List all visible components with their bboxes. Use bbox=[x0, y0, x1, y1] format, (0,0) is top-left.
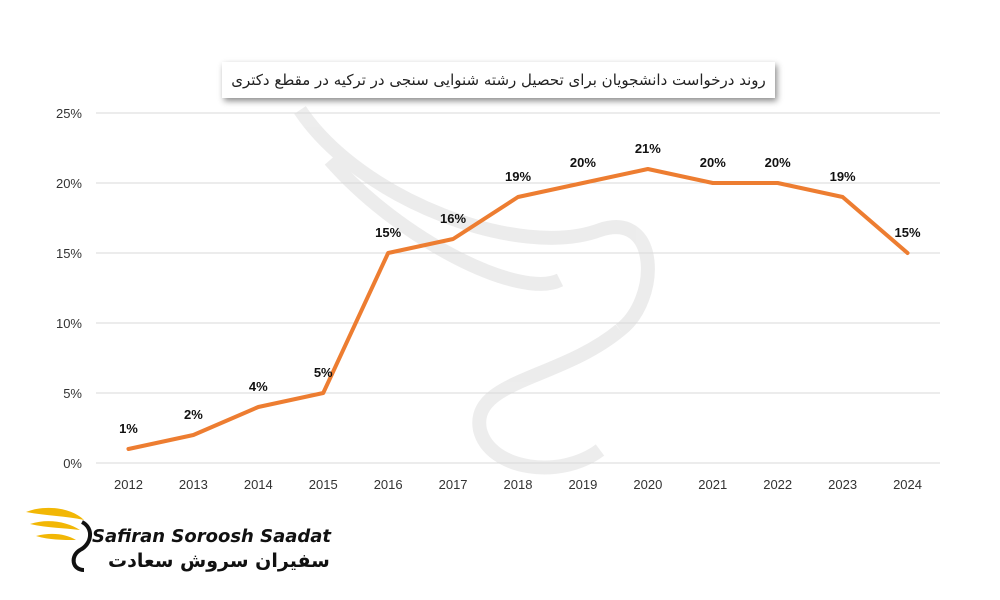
wing-logo-icon bbox=[26, 507, 92, 572]
y-tick-label: 25% bbox=[56, 106, 82, 121]
y-tick-label: 0% bbox=[63, 456, 82, 471]
y-tick-label: 15% bbox=[56, 246, 82, 261]
data-label: 5% bbox=[314, 365, 333, 380]
data-label: 15% bbox=[375, 225, 401, 240]
data-label: 21% bbox=[635, 141, 661, 156]
x-tick-label: 2021 bbox=[698, 477, 727, 492]
series-line bbox=[126, 167, 910, 451]
x-tick-label: 2015 bbox=[309, 477, 338, 492]
data-label: 19% bbox=[830, 169, 856, 184]
y-tick-label: 10% bbox=[56, 316, 82, 331]
x-tick-label: 2018 bbox=[504, 477, 533, 492]
x-tick-label: 2019 bbox=[568, 477, 597, 492]
logo: Safiran Soroosh Saadat سفیران سروش سعادت bbox=[22, 498, 331, 578]
data-label: 20% bbox=[570, 155, 596, 170]
grid-lines bbox=[96, 112, 940, 464]
x-tick-label: 2017 bbox=[439, 477, 468, 492]
y-tick-label: 5% bbox=[63, 386, 82, 401]
y-tick-label: 20% bbox=[56, 176, 82, 191]
data-label: 2% bbox=[184, 407, 203, 422]
series-line-group bbox=[126, 167, 910, 451]
x-tick-label: 2022 bbox=[763, 477, 792, 492]
x-tick-label: 2024 bbox=[893, 477, 922, 492]
data-label: 4% bbox=[249, 379, 268, 394]
data-label: 1% bbox=[119, 421, 138, 436]
data-labels: 1% 2% 4% 5% 15% 16% 19% 20% 21% 20% 20% 19% 15% bbox=[119, 141, 921, 436]
chart-title: روند درخواست دانشجویان برای تحصیل رشته ش… bbox=[222, 62, 775, 98]
x-tick-label: 2023 bbox=[828, 477, 857, 492]
y-axis: 0% 5% 10% 15% 20% 25% bbox=[56, 106, 82, 471]
x-tick-label: 2014 bbox=[244, 477, 273, 492]
x-axis: 2012 2013 2014 2015 2016 2017 2018 2019 2020 2021… bbox=[114, 477, 922, 492]
data-label: 19% bbox=[505, 169, 531, 184]
logo-text-fa: سفیران سروش سعادت bbox=[108, 550, 330, 572]
x-tick-label: 2012 bbox=[114, 477, 143, 492]
x-tick-label: 2016 bbox=[374, 477, 403, 492]
data-label: 20% bbox=[765, 155, 791, 170]
data-label: 20% bbox=[700, 155, 726, 170]
x-tick-label: 2020 bbox=[633, 477, 662, 492]
data-label: 16% bbox=[440, 211, 466, 226]
x-tick-label: 2013 bbox=[179, 477, 208, 492]
watermark-icon bbox=[294, 106, 655, 475]
logo-text-en: Safiran Soroosh Saadat bbox=[92, 526, 332, 547]
data-label: 15% bbox=[895, 225, 921, 240]
